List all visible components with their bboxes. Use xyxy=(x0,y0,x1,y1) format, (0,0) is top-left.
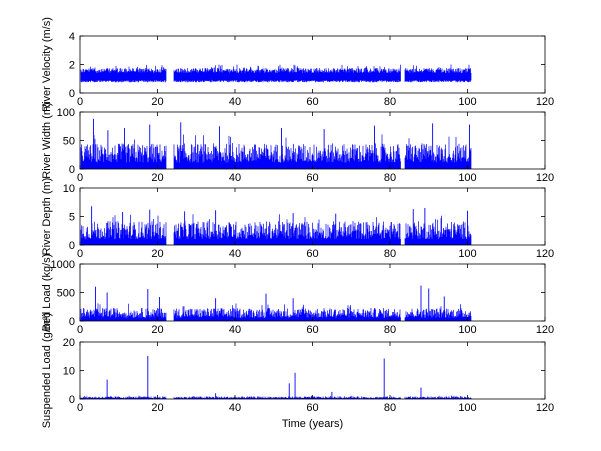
x-tick-label: 20 xyxy=(151,248,163,260)
x-tick-label: 60 xyxy=(306,402,318,414)
series-depth xyxy=(80,206,472,245)
y-tick-label: 5 xyxy=(69,212,75,224)
x-tick-label: 40 xyxy=(229,324,241,336)
x-tick-label: 0 xyxy=(77,402,83,414)
x-tick-label: 40 xyxy=(229,248,241,260)
x-axis-label: Time (years) xyxy=(282,418,343,430)
y-tick-label: 2 xyxy=(69,60,75,72)
x-tick-label: 80 xyxy=(384,96,396,108)
y-axis-label-width: River Width (m) xyxy=(41,102,53,178)
series-line-velocity xyxy=(80,64,472,83)
y-tick-label: 50 xyxy=(63,136,75,148)
y-tick-label: 10 xyxy=(63,366,75,378)
x-tick-label: 20 xyxy=(151,402,163,414)
x-tick-label: 120 xyxy=(536,96,554,108)
x-tick-label: 40 xyxy=(229,96,241,108)
axes-box-bedload xyxy=(79,263,546,322)
series-line-depth xyxy=(80,214,472,245)
panel-depth: 0 20 40 60 80 100 120 0 5 10 River Depth (m) xyxy=(41,178,554,260)
series-velocity xyxy=(80,64,472,83)
x-tick-label: 80 xyxy=(384,402,396,414)
x-tick-label: 100 xyxy=(458,402,476,414)
axes-box-velocity xyxy=(79,35,546,94)
series-bedload xyxy=(80,285,472,321)
series-width xyxy=(80,118,472,169)
x-tick-label: 120 xyxy=(536,248,554,260)
axes-box-suspended xyxy=(79,341,546,400)
x-tick-label: 20 xyxy=(151,324,163,336)
y-axis-label-suspended: Suspended Load (g/m³) xyxy=(41,313,53,429)
x-tick-label: 120 xyxy=(536,172,554,184)
y-axis-label-velocity: River Velocity (m/s) xyxy=(41,17,53,112)
x-tick-label: 100 xyxy=(458,172,476,184)
y-axis-label-depth: River Depth (m) xyxy=(41,178,53,256)
series-line-suspended xyxy=(80,395,472,399)
x-tick-label: 100 xyxy=(458,248,476,260)
x-tick-label: 40 xyxy=(229,172,241,184)
x-tick-label: 20 xyxy=(151,96,163,108)
y-tick-label: 0 xyxy=(69,394,75,406)
x-tick-label: 40 xyxy=(229,402,241,414)
y-tick-label: 20 xyxy=(63,337,75,349)
x-tick-label: 120 xyxy=(536,402,554,414)
series-line-bedload xyxy=(80,303,472,321)
x-tick-label: 80 xyxy=(384,324,396,336)
x-tick-label: 60 xyxy=(306,248,318,260)
y-tick-label: 100 xyxy=(57,107,75,119)
panel-velocity: 0 20 40 60 80 100 120 0 2 4 River Velocity (m/s) xyxy=(41,17,554,112)
x-tick-label: 80 xyxy=(384,172,396,184)
y-tick-label: 0 xyxy=(69,164,75,176)
x-tick-label: 100 xyxy=(458,324,476,336)
x-tick-label: 20 xyxy=(151,172,163,184)
y-tick-label: 1000 xyxy=(51,259,75,271)
x-tick-label: 0 xyxy=(77,324,83,336)
y-tick-label: 4 xyxy=(69,31,75,43)
x-tick-label: 60 xyxy=(306,96,318,108)
x-tick-label: 0 xyxy=(77,172,83,184)
y-tick-label: 0 xyxy=(69,88,75,100)
y-tick-label: 0 xyxy=(69,240,75,252)
x-tick-label: 60 xyxy=(306,324,318,336)
x-tick-label: 100 xyxy=(458,96,476,108)
panel-width: 0 20 40 60 80 100 120 0 50 100 River Width (m) xyxy=(41,102,554,184)
x-tick-label: 0 xyxy=(77,96,83,108)
y-tick-label: 0 xyxy=(69,316,75,328)
x-tick-label: 120 xyxy=(536,324,554,336)
x-tick-label: 0 xyxy=(77,248,83,260)
x-tick-label: 60 xyxy=(306,172,318,184)
series-suspended xyxy=(80,355,472,399)
y-axis-label-bedload: Bed Load (kg/s) xyxy=(41,254,53,332)
series-line-width xyxy=(80,134,472,169)
y-tick-label: 10 xyxy=(63,183,75,195)
x-tick-label: 80 xyxy=(384,248,396,260)
y-tick-label: 500 xyxy=(57,288,75,300)
